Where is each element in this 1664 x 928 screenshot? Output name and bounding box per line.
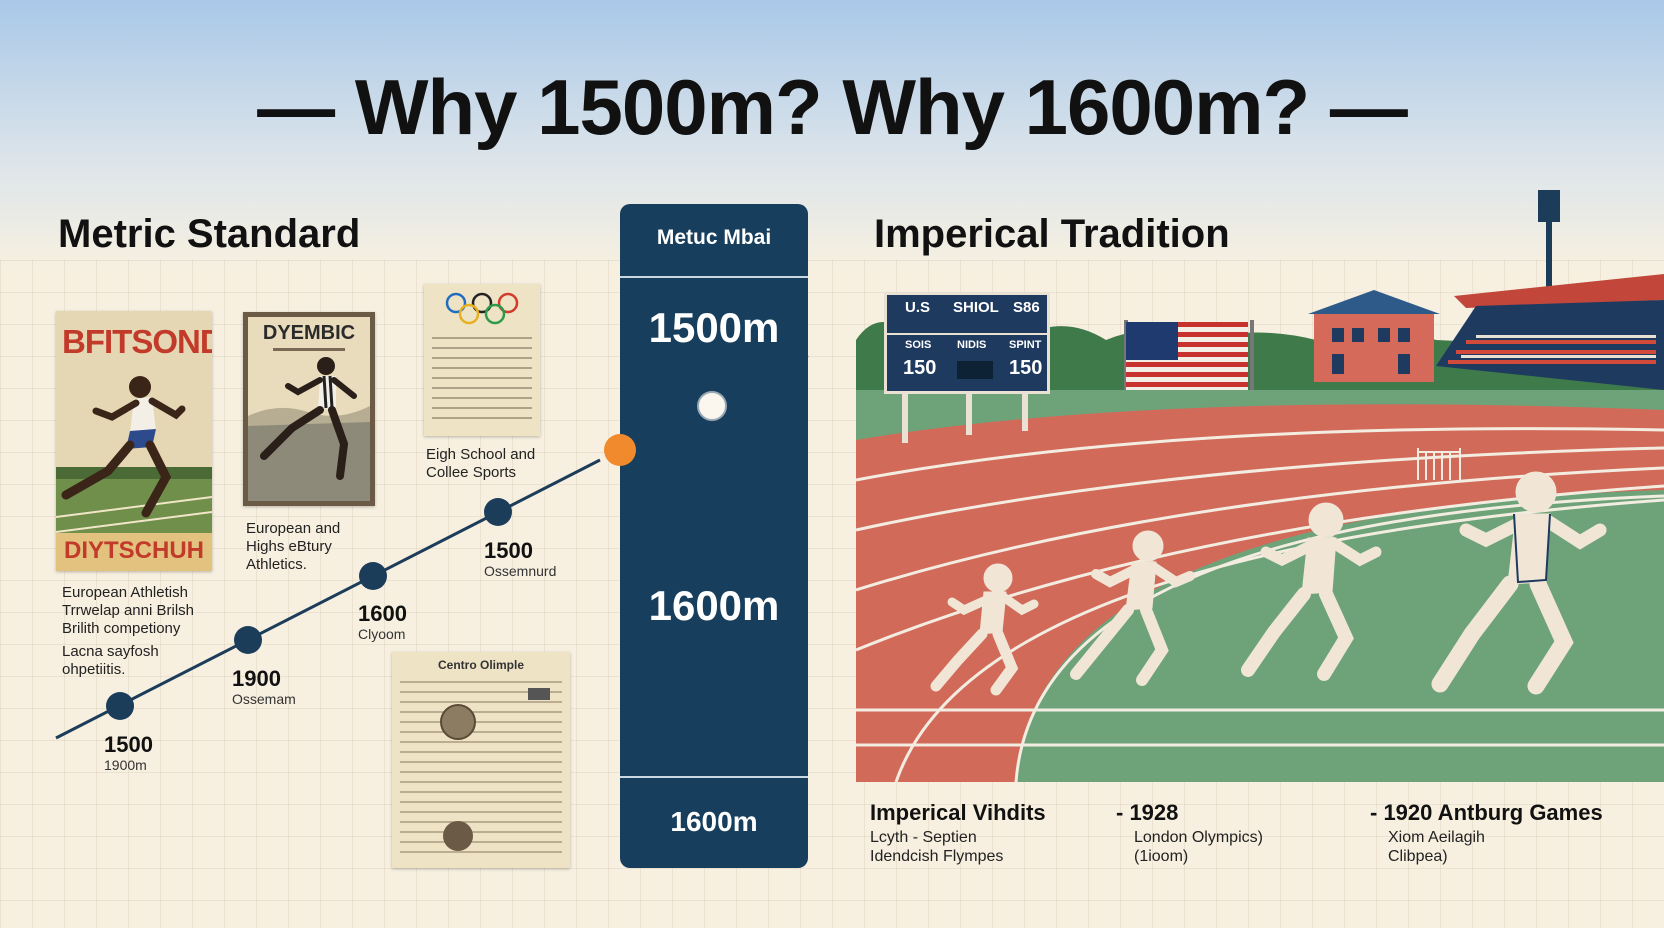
antburg-1920-line: Xiom Aeilagih (1388, 829, 1485, 846)
olympic-rings-icon (445, 292, 519, 325)
poster-title: BFITSOND (62, 323, 212, 360)
timeline-year: 1500 (104, 732, 153, 757)
panel-heading: Metuc Mbai (656, 226, 772, 249)
timeline-node (484, 498, 512, 526)
imperial-units-line: Idendcish Flympes (870, 848, 1004, 865)
timeline-year: 1600 (358, 601, 407, 626)
timeline-node (234, 626, 262, 654)
school-sports-caption: Eigh School and Collee Sports (426, 446, 536, 481)
runner-illustration (248, 357, 370, 501)
centro-olimple-results-sheet: Centro Olimple (392, 652, 570, 868)
page-title: — Why 1500m? Why 1600m? — (257, 63, 1408, 151)
poster-title: DYEMBIC (262, 322, 356, 344)
scoreboard: U.S SHIOL S86 SOIS NIDIS SPINT 150 150 (884, 292, 1050, 394)
timeline-node (106, 692, 134, 720)
london-1928-line: London Olympics) (1134, 829, 1263, 846)
panel-value-bottom: 1600m (670, 806, 758, 837)
london-1928-line: (1ioom) (1134, 848, 1189, 865)
london-1928-title: - 1928 (1116, 800, 1179, 825)
european-athletics-caption: European and Highs eBtury Athletics. (246, 520, 341, 573)
vintage-poster-left: BFITSOND DIYTSCHUH (56, 311, 212, 571)
timeline-label: Clyoom (358, 626, 406, 642)
timeline-label: 1900m (104, 757, 147, 773)
track-stadium-illustration (856, 190, 1664, 782)
antburg-1920-title: - 1920 Antburg Games (1370, 800, 1603, 825)
metric-comparison-panel: Metuc Mbai 1500m 1600m 1600m (620, 204, 808, 868)
timeline-label: Ossemam (232, 691, 296, 707)
timeline-year: 1500 (484, 538, 533, 563)
european-british-caption: European Athletish Trrwelap anni Brilsh … (62, 584, 194, 637)
imperial-units-title: Imperical Vihdits (870, 800, 1046, 825)
timeline-label: Ossemnurd (484, 563, 557, 579)
poster-footer-text: DIYTSCHUH (63, 537, 204, 564)
timeline-node (359, 562, 387, 590)
olympic-results-sheet (424, 284, 540, 436)
results-sheet-title: Centro Olimple (437, 658, 524, 672)
metric-standard-heading: Metric Standard (58, 212, 361, 256)
timeline-node-light (697, 391, 727, 421)
timeline-highlight-node (604, 434, 636, 466)
panel-value-1500m: 1500m (648, 304, 780, 351)
vintage-poster-middle: DYEMBIC (243, 312, 375, 506)
panel-value-1600m: 1600m (648, 582, 780, 629)
imperial-tradition-heading: Imperical Tradition (874, 212, 1230, 256)
timeline-year: 1900 (232, 666, 281, 691)
competitions-caption: Lacna sayfosh ohpetiitis. (62, 643, 159, 678)
runner-illustration (56, 376, 212, 537)
antburg-1920-line: Clibpea) (1388, 848, 1448, 865)
imperial-units-line: Lcyth - Septien (870, 829, 977, 846)
